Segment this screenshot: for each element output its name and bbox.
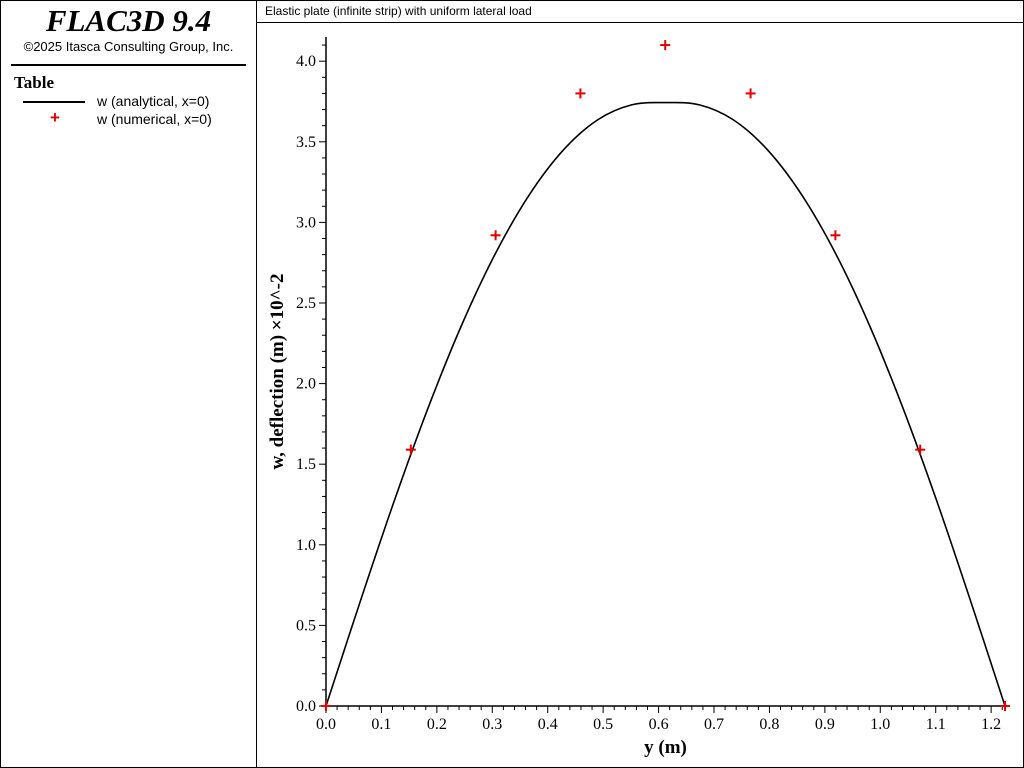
numerical-point — [490, 230, 501, 241]
legend-label: w (analytical, x=0) — [97, 93, 210, 109]
numerical-point — [660, 40, 671, 51]
legend-divider — [11, 64, 246, 66]
y-tick-label: 3.5 — [296, 134, 316, 151]
x-tick-label: 0.6 — [649, 716, 669, 733]
plot-title-bar: Elastic plate (infinite strip) with unif… — [257, 1, 1023, 23]
numerical-point — [745, 88, 756, 99]
x-tick-label: 0.3 — [482, 716, 502, 733]
y-tick-label: 4.0 — [296, 53, 316, 70]
y-tick-label: 1.0 — [296, 537, 316, 554]
x-axis-label: y (m) — [644, 737, 687, 758]
legend-title: Table — [14, 73, 55, 92]
x-tick-label: 0.5 — [593, 716, 613, 733]
x-tick-label: 0.0 — [316, 716, 336, 733]
plus-marker-icon: + — [50, 108, 60, 127]
numerical-point — [405, 444, 416, 455]
y-tick-label: 2.5 — [296, 295, 316, 312]
y-tick-label: 1.5 — [296, 456, 316, 473]
legend-item-analytical: w (analytical, x=0) — [23, 93, 248, 109]
x-tick-label: 1.2 — [981, 716, 1001, 733]
numerical-point — [830, 230, 841, 241]
x-tick-label: 0.9 — [815, 716, 835, 733]
legend-item-numerical: + w (numerical, x=0) — [23, 108, 248, 127]
y-tick-label: 0.5 — [296, 617, 316, 634]
x-tick-label: 0.4 — [538, 716, 558, 733]
numerical-point — [915, 444, 926, 455]
y-tick-label: 2.0 — [296, 376, 316, 393]
x-tick-label: 0.7 — [704, 716, 724, 733]
legend-label: w (numerical, x=0) — [97, 111, 212, 127]
numerical-point — [1000, 701, 1010, 711]
y-axis-label: w, deflection (m) ×10^-2 — [267, 274, 288, 470]
x-tick-label: 0.1 — [371, 716, 391, 733]
numerical-point — [575, 88, 586, 99]
plot-title: Elastic plate (infinite strip) with unif… — [265, 4, 532, 18]
chart-series — [321, 40, 1010, 711]
x-tick-label: 0.8 — [759, 716, 779, 733]
chart-axes: 0.0 0.1 0.2 0.3 0.4 0.5 0.6 0.7 0.8 0.9 1.0 1.1 1.2 0… — [296, 37, 1005, 733]
deflection-chart: 0.0 0.1 0.2 0.3 0.4 0.5 0.6 0.7 0.8 0.9 1.0 1.1 1.2 0… — [267, 37, 1010, 758]
numerical-point — [321, 701, 331, 711]
analytical-curve — [325, 101, 1006, 707]
app-title: FLAC3D 9.4 — [45, 3, 212, 38]
x-tick-label: 1.1 — [926, 716, 946, 733]
y-tick-label: 3.0 — [296, 214, 316, 231]
legend-panel: FLAC3D 9.4 ©2025 Itasca Consulting Group… — [1, 1, 257, 767]
x-tick-label: 0.2 — [427, 716, 447, 733]
line-swatch-icon — [23, 101, 85, 103]
x-tick-label: 1.0 — [870, 716, 890, 733]
copyright-text: ©2025 Itasca Consulting Group, Inc. — [23, 39, 234, 54]
y-tick-label: 0.0 — [296, 698, 316, 715]
